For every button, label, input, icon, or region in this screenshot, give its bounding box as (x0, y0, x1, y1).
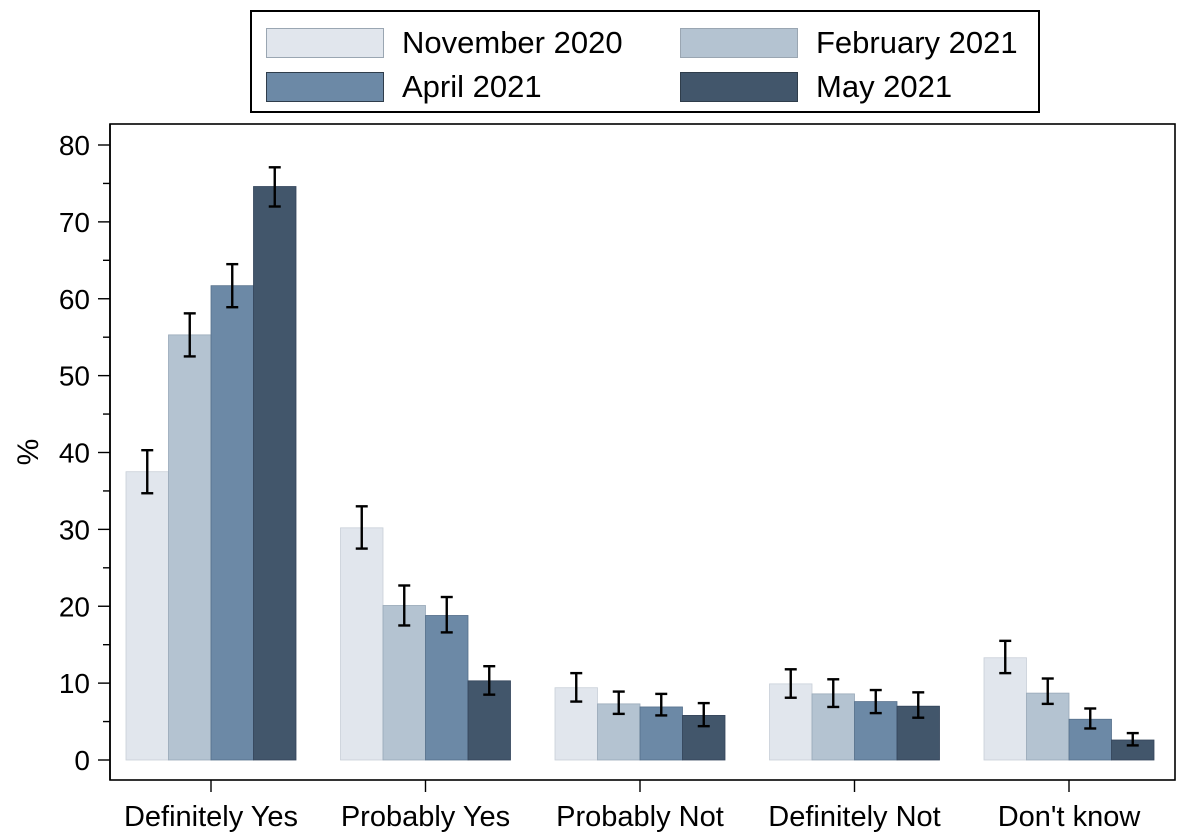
legend-swatch (266, 28, 384, 58)
bars-group (125, 186, 1155, 761)
y-axis: 0 10 20 30 40 50 60 70 80 (59, 124, 111, 780)
y-tick-label: 80 (59, 130, 90, 161)
legend-item-february-2021: February 2021 (680, 25, 1018, 60)
bar-definitely-yes-may-2021 (253, 186, 297, 761)
bar-probably-yes-april-2021 (425, 615, 469, 761)
x-tick-label: Definitely Not (768, 801, 940, 833)
x-tick-label: Probably Not (556, 801, 724, 833)
error-bars-group (141, 166, 1139, 747)
x-tick-label: Definitely Yes (124, 801, 298, 833)
legend-swatch (680, 28, 798, 58)
x-tick-label: Probably Yes (341, 801, 510, 833)
y-tick-label: 0 (74, 745, 90, 776)
legend-label: November 2020 (402, 25, 623, 60)
legend: November 2020 February 2021 April 2021 M… (250, 10, 1040, 113)
legend-swatch (680, 72, 798, 102)
legend-label: April 2021 (402, 69, 542, 104)
y-tick-label: 20 (59, 591, 90, 622)
legend-item-april-2021: April 2021 (266, 69, 542, 104)
y-axis-label: % (12, 439, 45, 466)
legend-label: May 2021 (816, 69, 953, 104)
bar-definitely-yes-april-2021 (210, 285, 254, 761)
legend-swatch (266, 72, 384, 102)
bar-probably-yes-november-2020 (340, 527, 384, 761)
x-tick-label: Don't know (998, 801, 1142, 833)
bar-definitely-not-may-2021 (896, 705, 940, 761)
y-tick-label: 30 (59, 514, 90, 545)
y-tick-label: 70 (59, 207, 90, 238)
x-axis: Definitely Yes Probably Yes Probably Not De… (124, 780, 1141, 833)
legend-label: February 2021 (816, 25, 1018, 60)
bar-don-t-know-november-2020 (983, 657, 1027, 761)
y-tick-label: 10 (59, 668, 90, 699)
legend-item-may-2021: May 2021 (680, 69, 953, 104)
y-tick-label: 60 (59, 284, 90, 315)
bar-definitely-yes-november-2020 (125, 471, 169, 761)
y-tick-label: 40 (59, 438, 90, 469)
bar-probably-yes-february-2021 (382, 605, 426, 761)
legend-item-november-2020: November 2020 (266, 25, 623, 60)
bar-definitely-yes-february-2021 (168, 334, 212, 761)
y-tick-label: 50 (59, 361, 90, 392)
